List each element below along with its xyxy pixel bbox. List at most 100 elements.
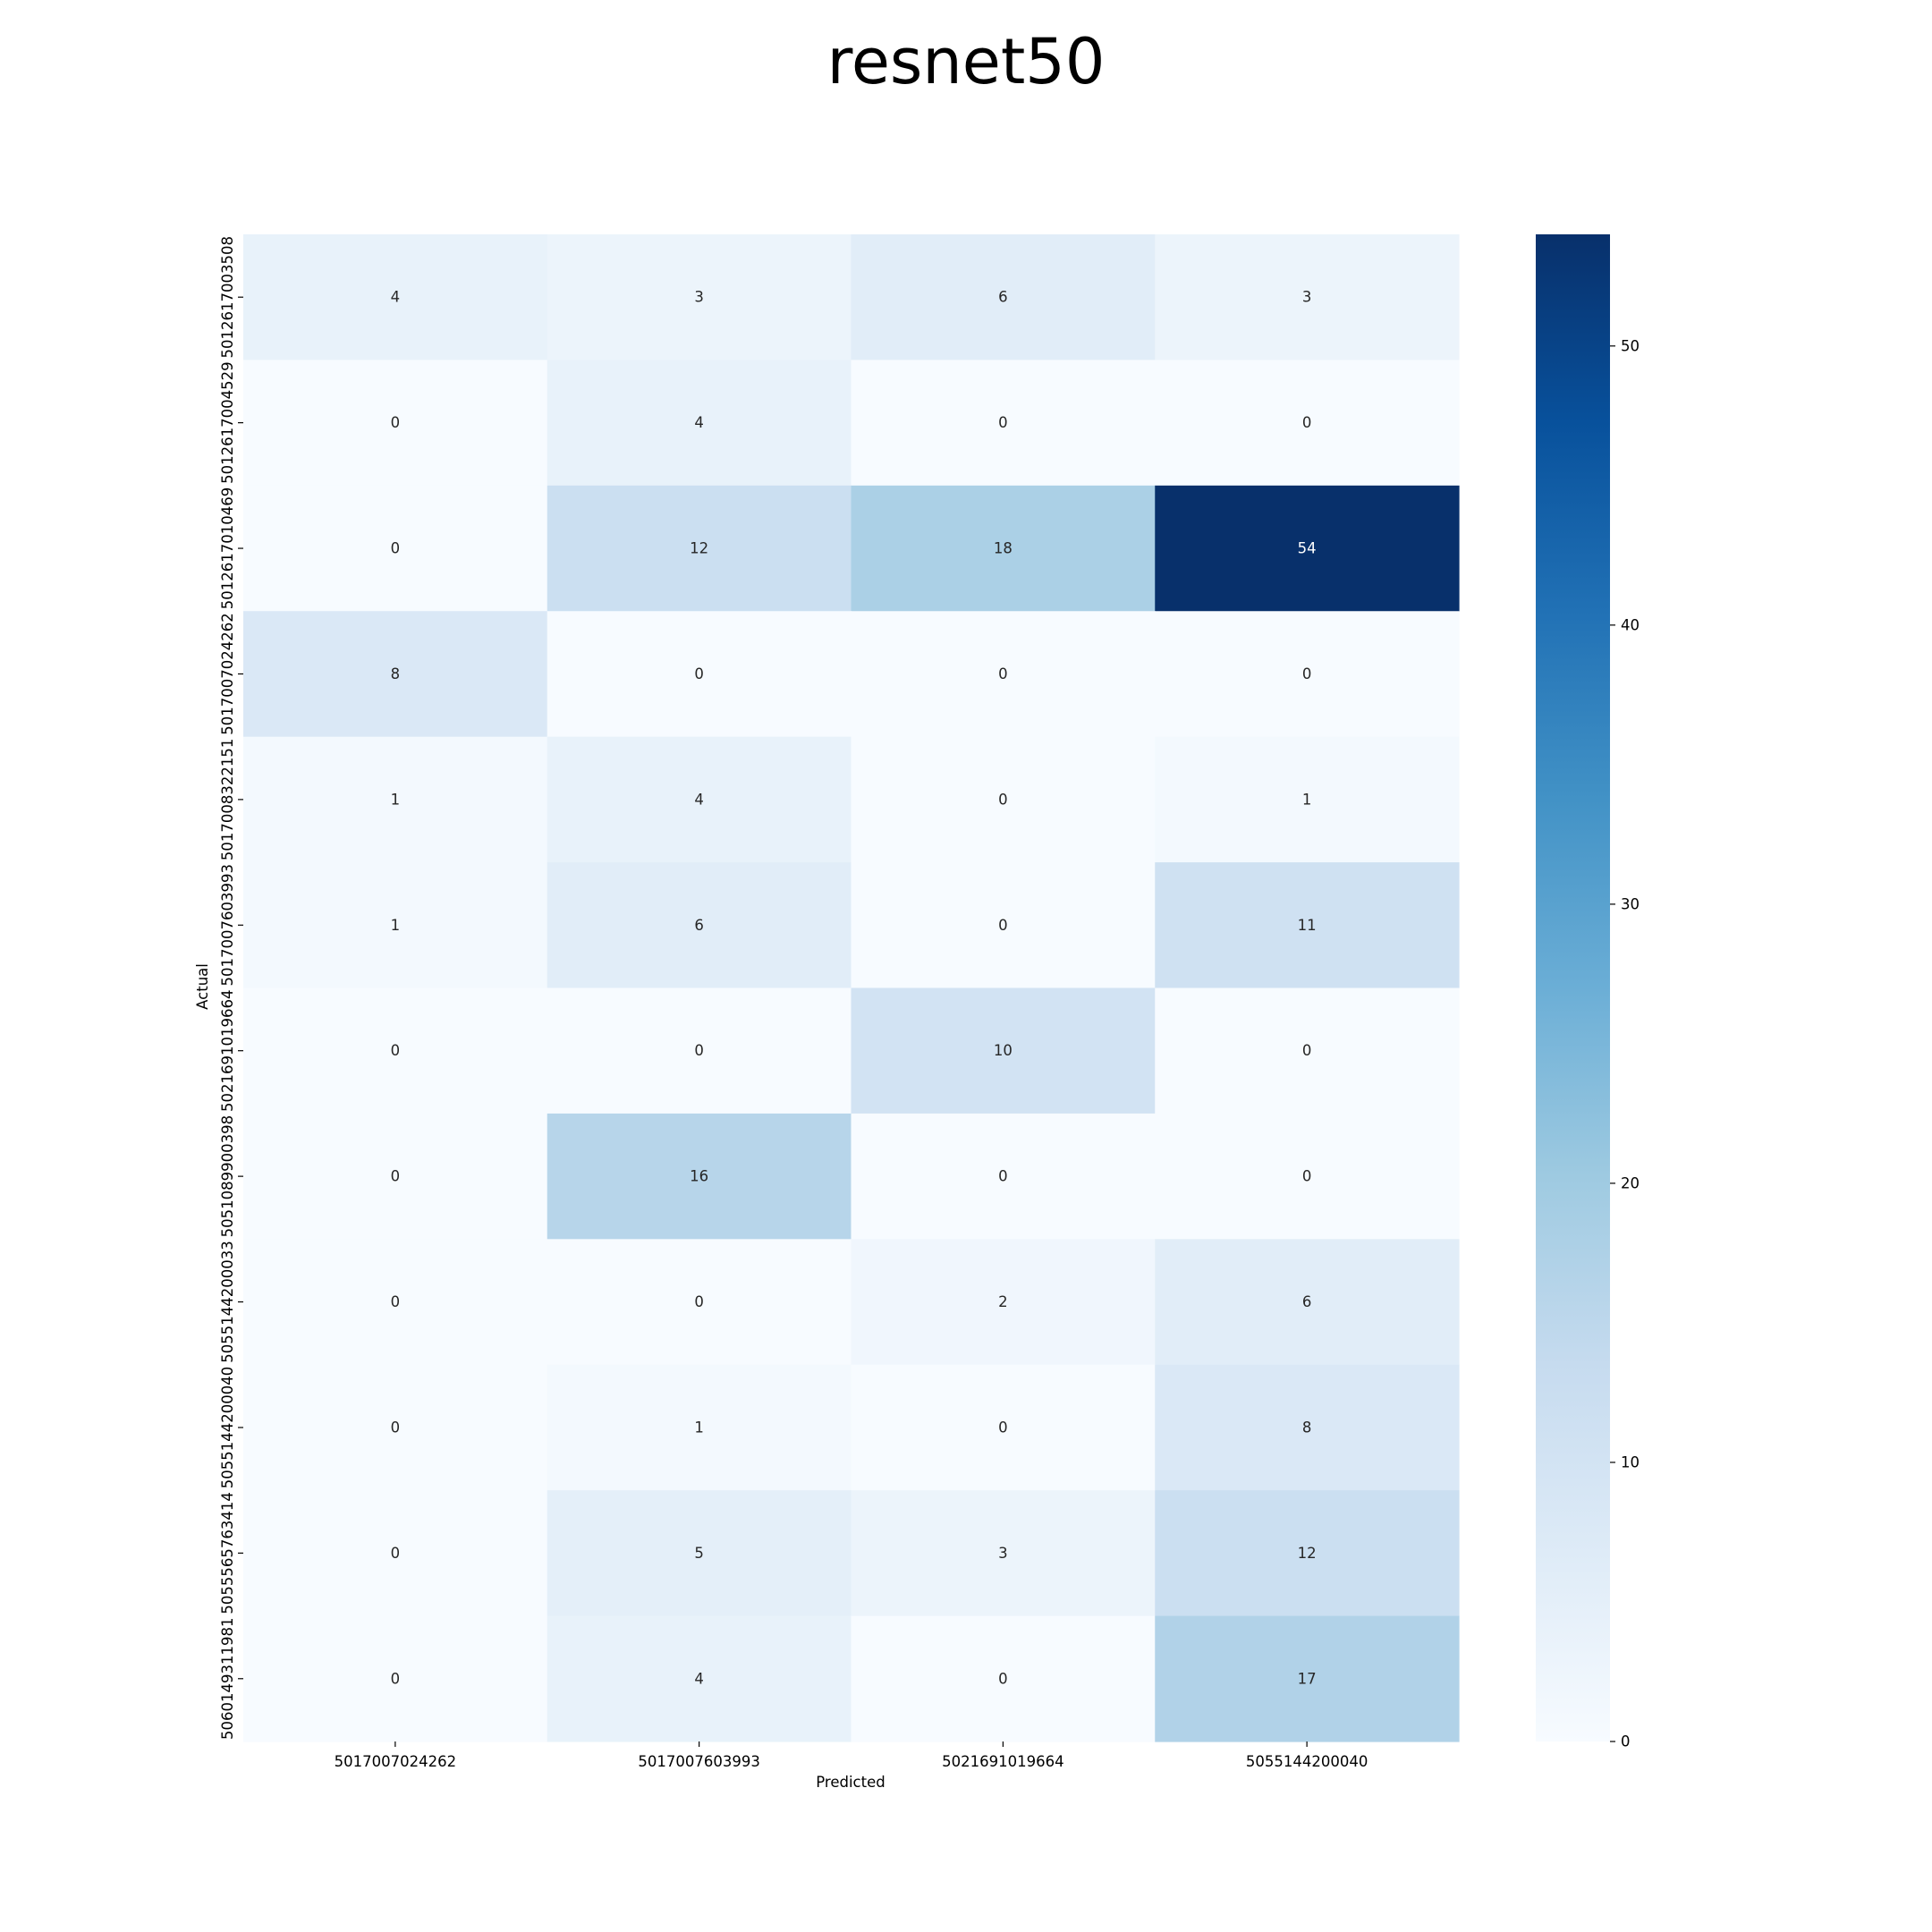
cell-value-label: 1 <box>391 791 401 808</box>
heatmap-cell <box>1155 862 1460 989</box>
heatmap-cell <box>547 862 852 989</box>
heatmap-cells: 4 3 6 30 4 0 00 12 18 548 0 0 01 4 0 11 6 0 110 0 10 00 16 0 00 0… <box>243 234 1460 1742</box>
cell-value-label: 0 <box>998 791 1008 808</box>
heatmap-cell <box>851 1615 1156 1742</box>
y-tick-label: 5017007024262 <box>219 613 236 734</box>
cell-value-label: 10 <box>994 1042 1013 1059</box>
heatmap-cell <box>1155 1239 1460 1366</box>
cell-value-label: 17 <box>1298 1670 1317 1687</box>
cell-value-label: 0 <box>694 665 704 682</box>
heatmap-cell <box>243 1615 548 1742</box>
colorbar-tick-label: 40 <box>1621 616 1640 633</box>
heatmap-cell <box>1155 1490 1460 1617</box>
cell-value-label: 0 <box>998 1670 1008 1687</box>
cell-value-label: 0 <box>391 1545 401 1562</box>
cell-value-label: 0 <box>391 540 401 557</box>
cell-value-label: 4 <box>694 791 704 808</box>
cell-value-label: 0 <box>1302 1042 1312 1059</box>
cell-value-label: 0 <box>1302 665 1312 682</box>
heatmap-cell <box>851 862 1156 989</box>
cell-value-label: 6 <box>1302 1293 1312 1310</box>
cell-value-label: 12 <box>1298 1545 1317 1562</box>
heatmap-cell <box>1155 1615 1460 1742</box>
heatmap-cell <box>851 1490 1156 1617</box>
heatmap-cell <box>243 360 548 487</box>
heatmap-cell <box>1155 1113 1460 1240</box>
heatmap-cell <box>851 1364 1156 1491</box>
heatmap-cell <box>851 736 1156 863</box>
cell-value-label: 8 <box>391 665 401 682</box>
y-axis-label: Actual <box>194 963 211 1010</box>
cell-value-label: 5 <box>694 1545 704 1562</box>
y-tick-label: 5055144200033 <box>219 1241 236 1362</box>
cell-value-label: 18 <box>994 540 1013 557</box>
cell-value-label: 0 <box>998 1168 1008 1185</box>
heatmap-cell <box>547 1490 852 1617</box>
cell-value-label: 0 <box>1302 414 1312 431</box>
heatmap-cell <box>1155 485 1460 612</box>
heatmap-cell <box>1155 360 1460 487</box>
colorbar-tick-label: 10 <box>1621 1453 1640 1470</box>
heatmap-cell <box>851 360 1156 487</box>
heatmap-cell <box>547 360 852 487</box>
heatmap-cell <box>547 987 852 1114</box>
cell-value-label: 3 <box>1302 289 1312 306</box>
cell-value-label: 0 <box>998 1419 1008 1436</box>
cell-value-label: 0 <box>1302 1168 1312 1185</box>
cell-value-label: 54 <box>1298 540 1317 557</box>
cell-value-label: 1 <box>694 1419 704 1436</box>
heatmap-cell <box>547 736 852 863</box>
cell-value-label: 0 <box>694 1042 704 1059</box>
cell-value-label: 0 <box>998 665 1008 682</box>
heatmap-cell <box>1155 987 1460 1114</box>
cell-value-label: 0 <box>998 414 1008 431</box>
y-tick-label: 5012617010469 <box>219 487 236 609</box>
y-tick-label: 5017008322151 <box>219 739 236 860</box>
y-tick-label: 5060149311981 <box>219 1618 236 1740</box>
heatmap-cell <box>547 234 852 361</box>
cell-value-label: 0 <box>998 917 1008 934</box>
cell-value-label: 1 <box>391 917 401 934</box>
heatmap-cell <box>243 987 548 1114</box>
cell-value-label: 3 <box>694 289 704 306</box>
heatmap-cell <box>243 736 548 863</box>
y-tick-label: 5012617003508 <box>219 236 236 358</box>
cell-value-label: 8 <box>1302 1419 1312 1436</box>
cell-value-label: 0 <box>391 414 401 431</box>
colorbar-tick-label: 50 <box>1621 337 1640 354</box>
colorbar-tick-label: 20 <box>1621 1174 1640 1191</box>
heatmap-cell <box>851 987 1156 1114</box>
heatmap-cell <box>547 485 852 612</box>
y-tick-label: 5012617004529 <box>219 361 236 483</box>
heatmap-cell <box>1155 234 1460 361</box>
heatmap-cell <box>547 1239 852 1366</box>
heatmap-cell <box>547 1113 852 1240</box>
x-tick-label: 5021691019664 <box>942 1753 1063 1770</box>
heatmap-cell <box>1155 1364 1460 1491</box>
heatmap-cell <box>547 611 852 738</box>
heatmap-cell <box>243 1490 548 1617</box>
x-axis-ticks: 5017007024262 5017007603993 5021691019664 5… <box>335 1741 1368 1770</box>
cell-value-label: 4 <box>694 1670 704 1687</box>
cell-value-label: 6 <box>694 917 704 934</box>
cell-value-label: 4 <box>391 289 401 306</box>
cell-value-label: 6 <box>998 289 1008 306</box>
heatmap-cell <box>1155 736 1460 863</box>
cell-value-label: 0 <box>391 1670 401 1687</box>
chart-title: resnet50 <box>826 25 1106 98</box>
x-tick-label: 5017007024262 <box>335 1753 456 1770</box>
heatmap-cell <box>1155 611 1460 738</box>
cell-value-label: 2 <box>998 1293 1008 1310</box>
cell-value-label: 0 <box>391 1168 401 1185</box>
cell-value-label: 16 <box>690 1168 708 1185</box>
y-tick-label: 5051089900398 <box>219 1115 236 1237</box>
cell-value-label: 0 <box>391 1419 401 1436</box>
heatmap-cell <box>547 1615 852 1742</box>
y-tick-label: 5021691019664 <box>219 989 236 1111</box>
x-tick-label: 5017007603993 <box>638 1753 759 1770</box>
heatmap-cell <box>547 1364 852 1491</box>
y-tick-label: 5055144200040 <box>219 1367 236 1488</box>
heatmap-cell <box>851 611 1156 738</box>
cell-value-label: 0 <box>391 1293 401 1310</box>
